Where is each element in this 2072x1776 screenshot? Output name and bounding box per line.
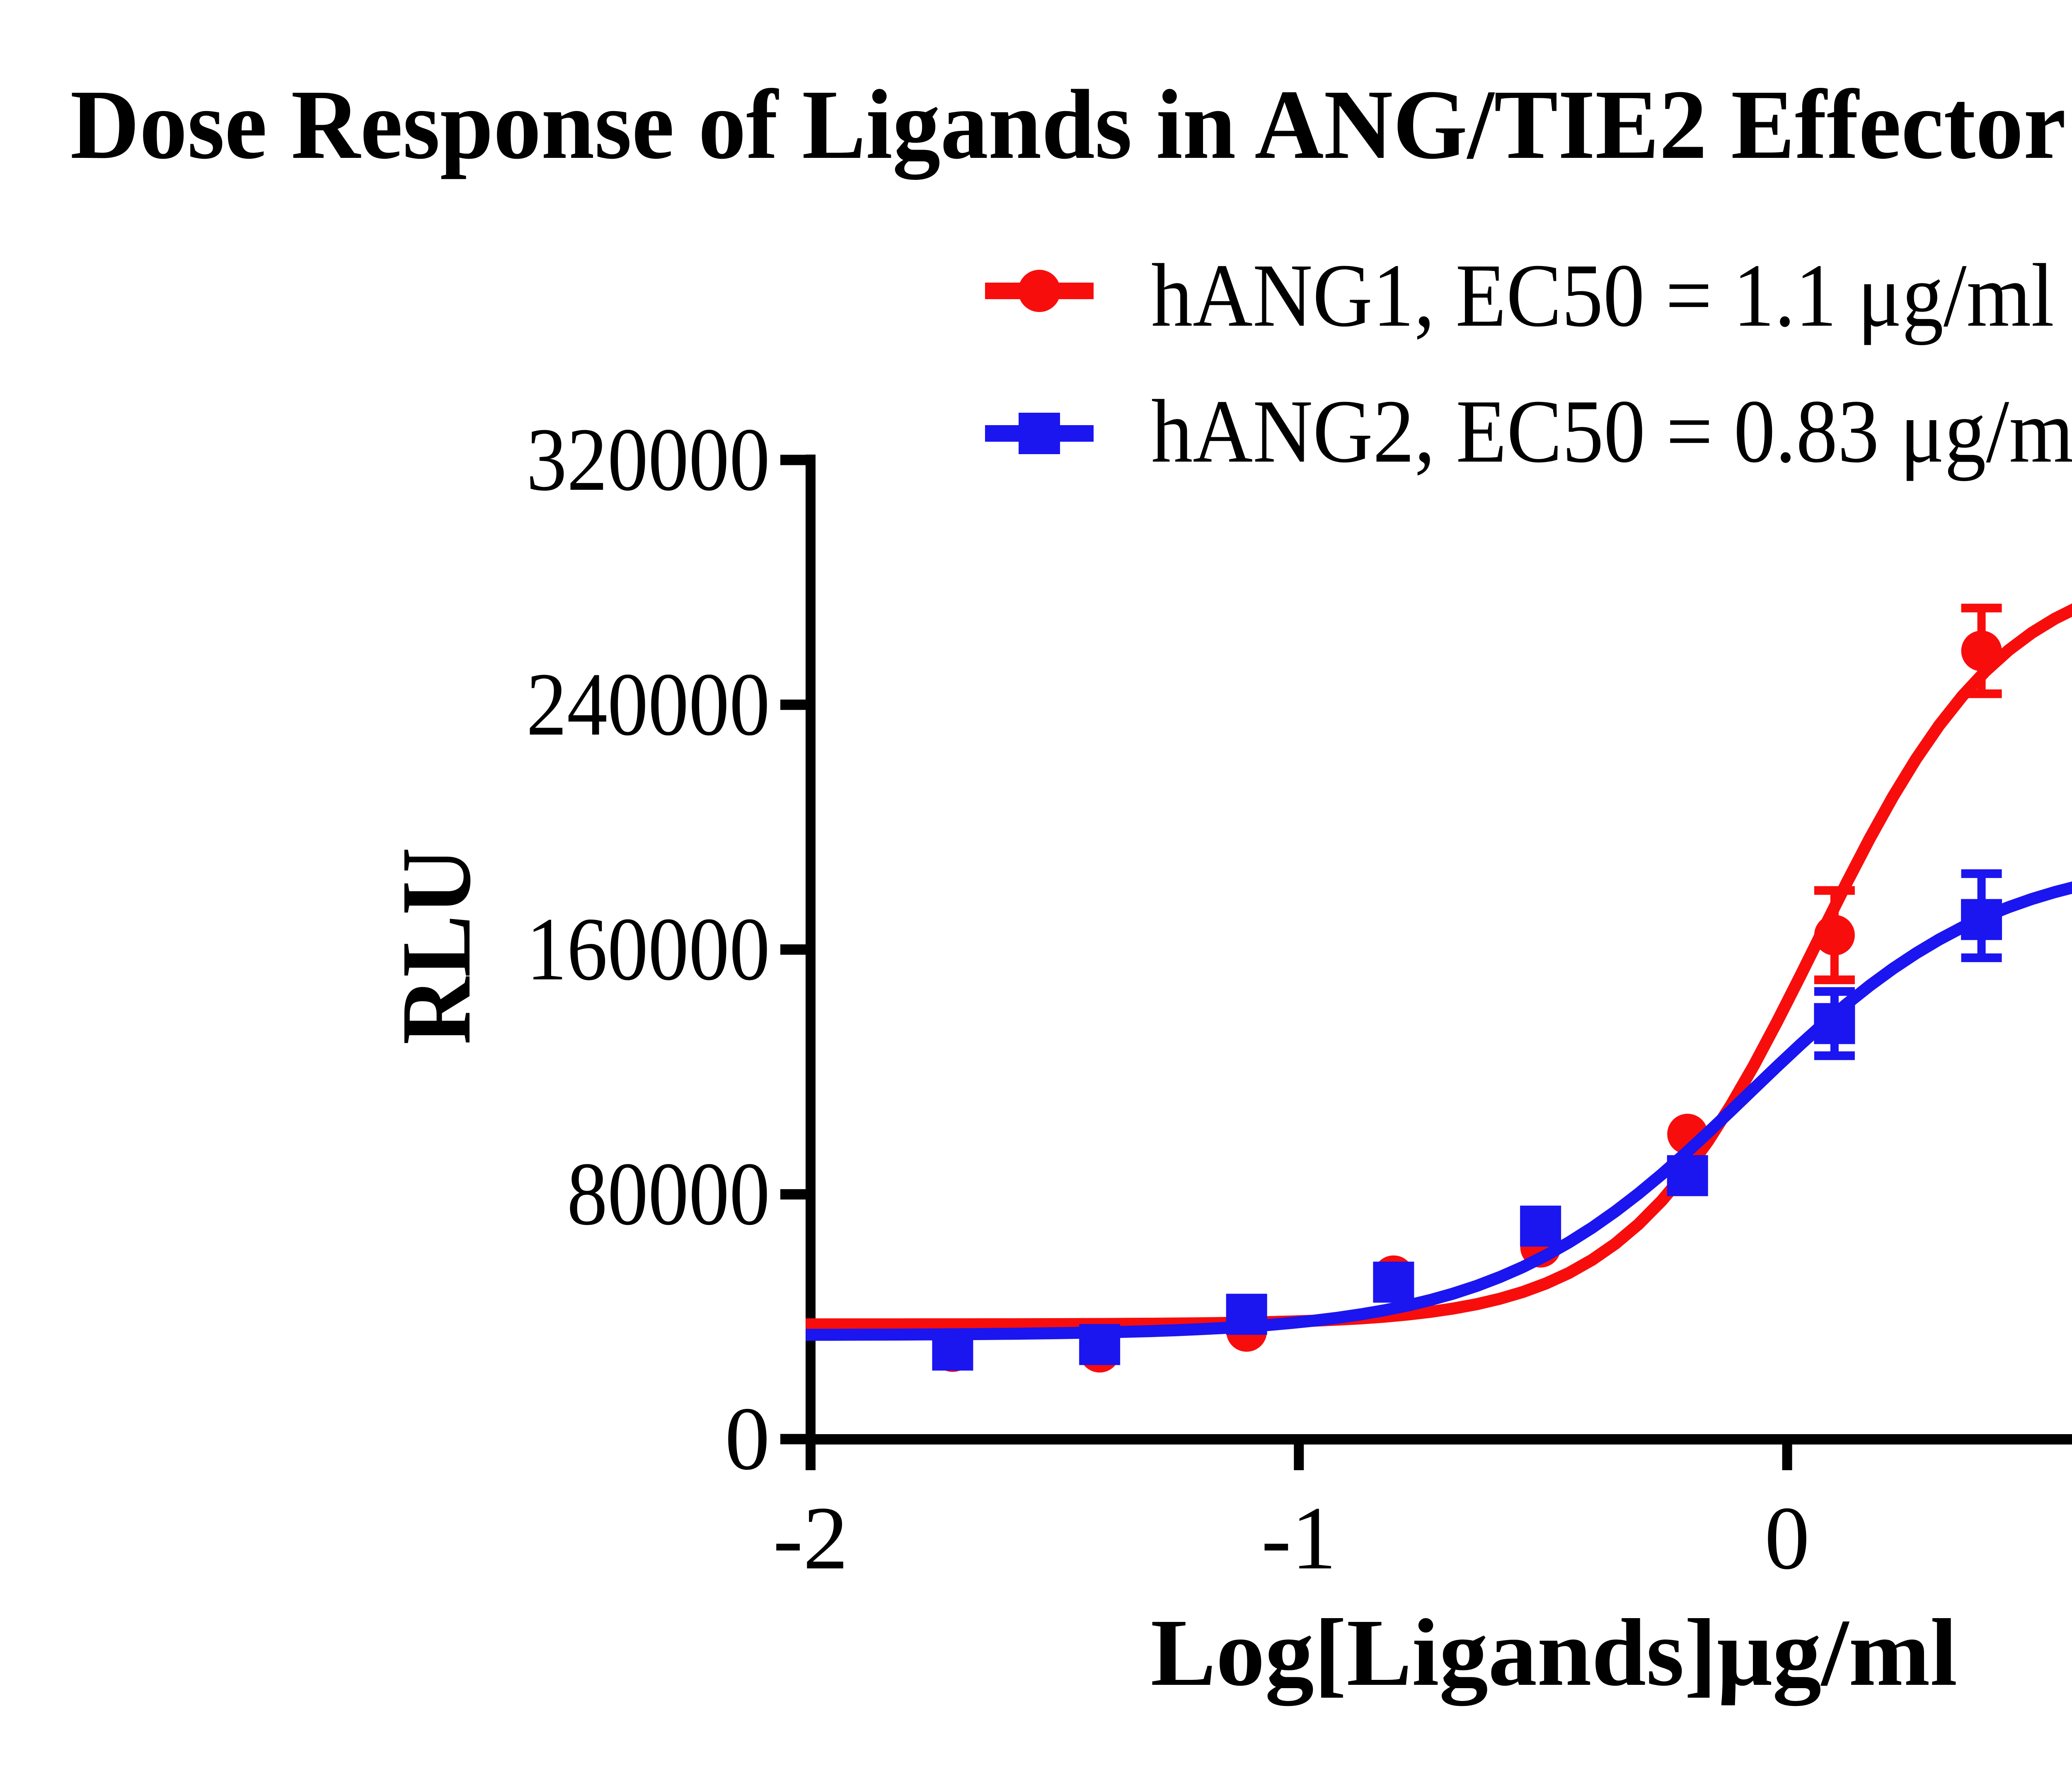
svg-text:RLU: RLU	[381, 847, 491, 1045]
svg-text:-1: -1	[1261, 1488, 1336, 1588]
svg-text:hANG2, EC50 = 0.83 μg/ml: hANG2, EC50 = 0.83 μg/ml	[1151, 382, 2072, 482]
svg-text:160000: 160000	[526, 900, 770, 999]
svg-text:80000: 80000	[567, 1144, 770, 1244]
svg-text:240000: 240000	[526, 655, 770, 755]
svg-text:-2: -2	[773, 1488, 848, 1588]
svg-text:320000: 320000	[526, 410, 770, 510]
svg-text:Log[Ligands]μg/ml: Log[Ligands]μg/ml	[1151, 1599, 1958, 1706]
svg-text:Dose Response of Ligands in AN: Dose Response of Ligands in ANG/TIE2 Eff…	[70, 69, 2072, 180]
svg-text:hANG1, EC50 = 1.1 μg/ml: hANG1, EC50 = 1.1 μg/ml	[1151, 246, 2054, 346]
svg-text:0: 0	[725, 1389, 770, 1489]
svg-text:0: 0	[1765, 1488, 1810, 1588]
